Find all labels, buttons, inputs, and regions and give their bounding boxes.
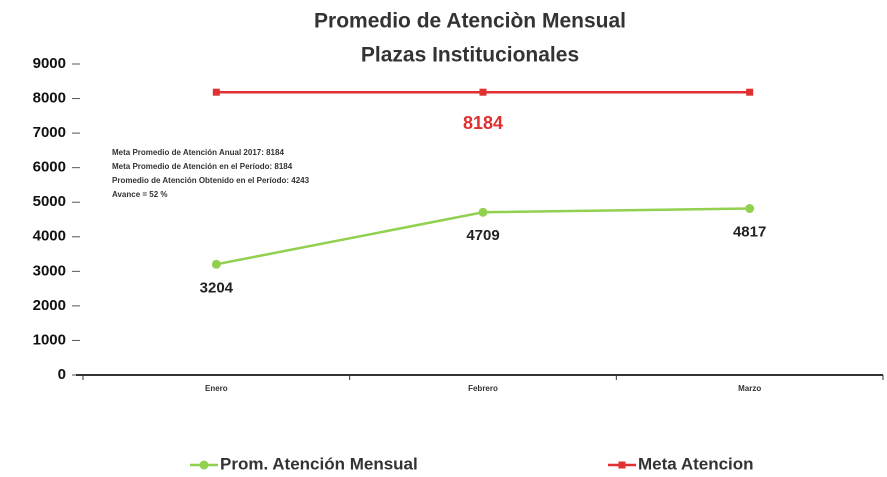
y-tick-label: 2000 xyxy=(33,297,66,314)
annotation: Meta Promedio de Atención en el Período:… xyxy=(112,162,293,171)
marker xyxy=(478,207,488,217)
data-label: 4817 xyxy=(733,224,766,241)
annotation: Promedio de Atención Obtenido en el Perí… xyxy=(112,176,310,185)
legend-marker xyxy=(199,460,209,470)
y-tick-label: 3000 xyxy=(33,262,66,279)
chart-subtitle: Plazas Institucionales xyxy=(361,44,579,67)
y-tick-label: 7000 xyxy=(33,124,66,141)
chart-title: Promedio de Atenciòn Mensual xyxy=(314,10,626,33)
marker xyxy=(479,88,487,96)
data-label: 8184 xyxy=(463,113,503,133)
legend-marker xyxy=(618,461,626,469)
marker xyxy=(212,88,220,96)
x-tick-label: Febrero xyxy=(468,384,498,393)
data-label: 4709 xyxy=(466,227,499,244)
x-tick-label: Enero xyxy=(205,384,228,393)
y-tick-label: 8000 xyxy=(33,90,66,107)
y-tick-label: 9000 xyxy=(33,55,66,72)
marker xyxy=(746,88,754,96)
data-label: 3204 xyxy=(200,279,234,296)
y-tick-label: 1000 xyxy=(33,331,66,348)
annotation: Meta Promedio de Atención Anual 2017: 81… xyxy=(112,148,284,157)
y-tick-label: 5000 xyxy=(33,193,66,210)
annotation: Avance = 52 % xyxy=(112,190,168,199)
legend-label: Prom. Atención Mensual xyxy=(220,454,418,473)
y-tick-label: 4000 xyxy=(33,228,66,245)
y-tick-label: 6000 xyxy=(33,159,66,176)
y-tick-label: 0 xyxy=(58,366,66,383)
x-tick-label: Marzo xyxy=(738,384,761,393)
marker xyxy=(211,259,221,269)
legend-label: Meta Atencion xyxy=(638,454,754,473)
marker xyxy=(745,204,755,214)
